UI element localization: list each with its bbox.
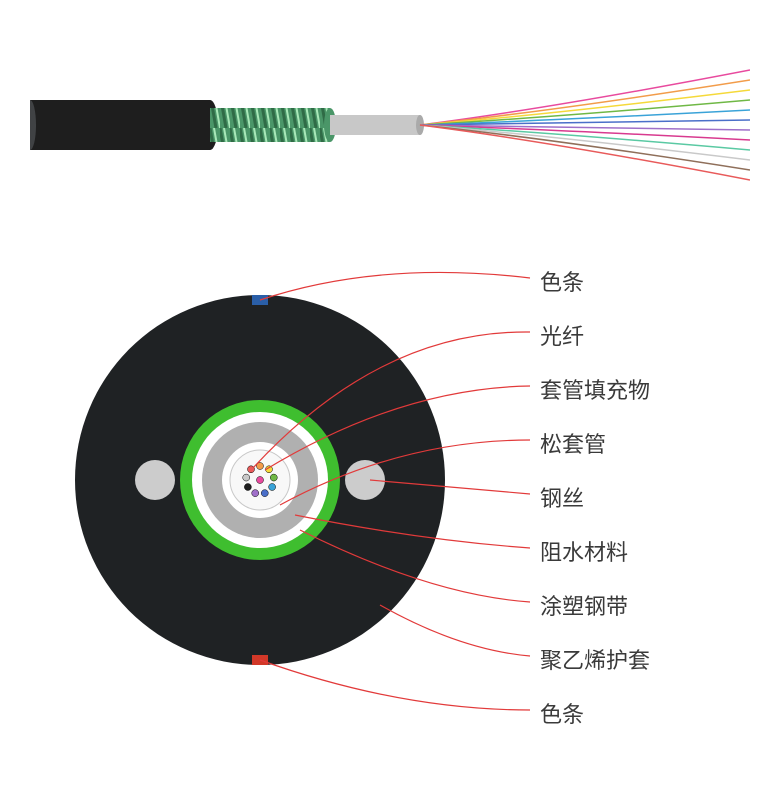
diagram-container: 色条 光纤 套管填充物 松套管 钢丝 阻水材料 涂塑钢带 聚乙烯护套 色条	[0, 0, 784, 800]
label-loose-tube: 松套管	[540, 427, 606, 459]
label-color-strip-bottom: 色条	[540, 697, 584, 729]
label-steel-wire: 钢丝	[540, 481, 584, 513]
label-water-block: 阻水材料	[540, 535, 628, 567]
label-steel-tape: 涂塑钢带	[540, 589, 628, 621]
cable-side-view	[30, 60, 750, 220]
cable-cross-section	[60, 280, 460, 680]
label-tube-fill: 套管填充物	[540, 373, 650, 405]
label-pe-jacket: 聚乙烯护套	[540, 643, 650, 675]
label-color-strip-top: 色条	[540, 265, 584, 297]
label-fiber: 光纤	[540, 319, 584, 351]
